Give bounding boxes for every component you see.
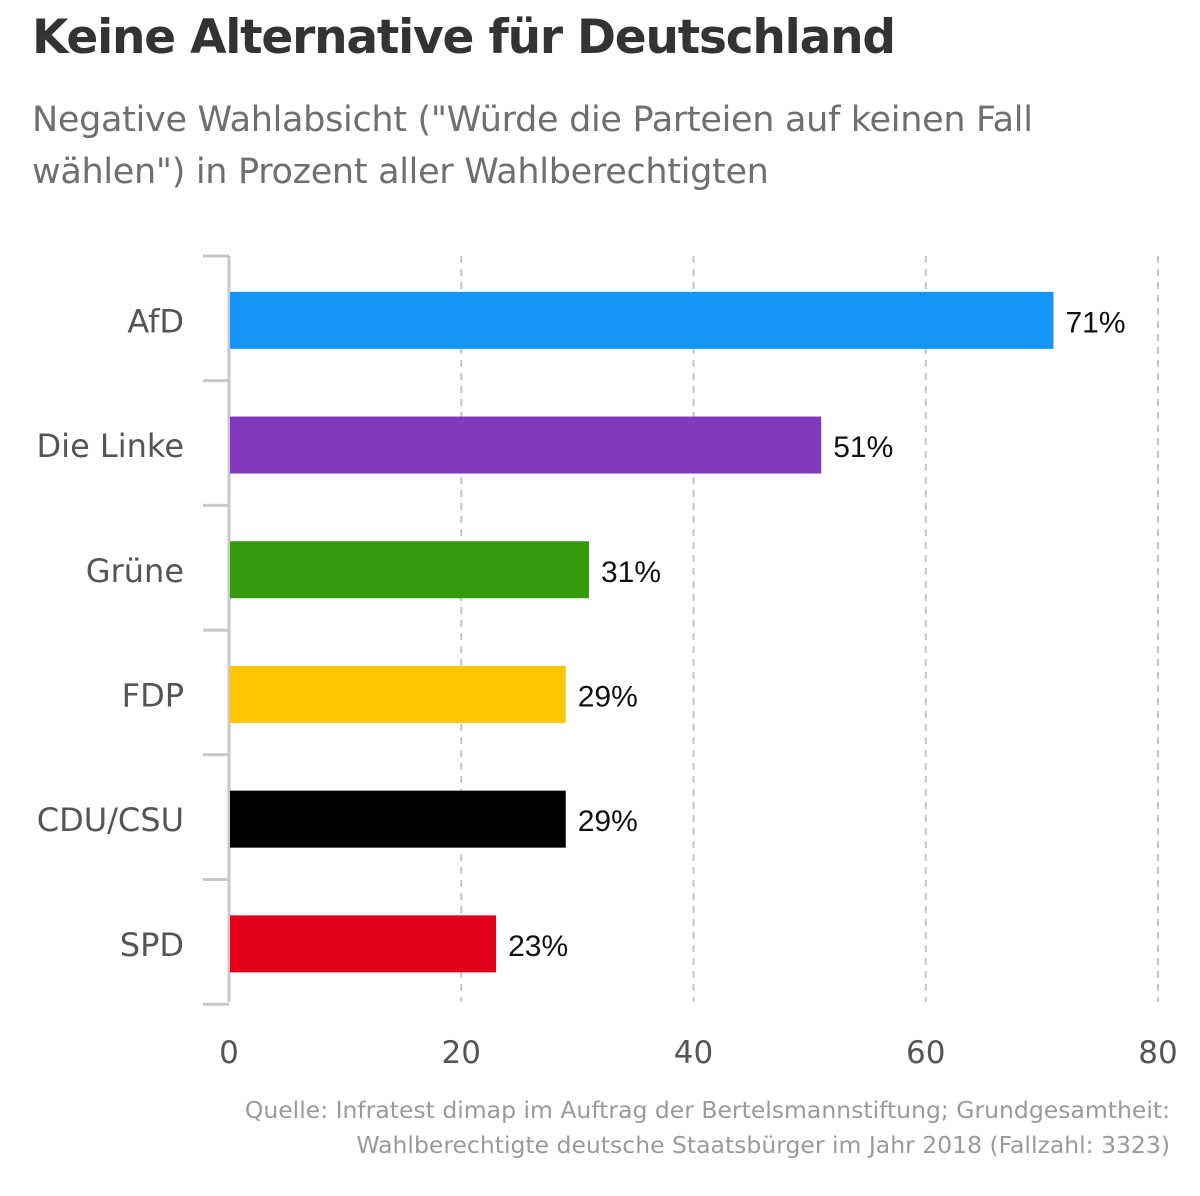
- bar-chart: AfD 71% Die Linke 51% Grüne 31% FDP 29% CDU/CSU 2…: [37, 254, 1178, 1071]
- category-label: CDU/CSU: [37, 801, 184, 839]
- x-tick-label: 60: [906, 1035, 945, 1071]
- x-tick-label: 20: [442, 1035, 481, 1071]
- bar-gr-ne: [230, 541, 589, 599]
- category-label: FDP: [122, 676, 184, 714]
- source-line-1: Quelle: Infratest dimap im Auftrag der B…: [244, 1096, 1170, 1124]
- data-label: 71%: [1065, 306, 1125, 339]
- x-tick-label: 80: [1138, 1035, 1177, 1071]
- bar-die-linke: [230, 416, 822, 474]
- chart-subtitle: Negative Wahlabsicht ("Würde die Parteie…: [32, 100, 1033, 192]
- data-label: 51%: [833, 431, 893, 464]
- bar-spd: [230, 915, 497, 973]
- x-tick-label: 40: [674, 1035, 713, 1071]
- x-tick-label: 0: [219, 1035, 239, 1071]
- data-label: 23%: [508, 930, 568, 963]
- data-label: 29%: [578, 805, 638, 838]
- source-line-2: Wahlberechtigte deutsche Staatsbürger im…: [356, 1131, 1170, 1159]
- chart-title: Keine Alternative für Deutschland: [32, 10, 896, 65]
- bar-fdp: [230, 665, 566, 723]
- category-label: SPD: [120, 926, 184, 964]
- data-label: 29%: [578, 680, 638, 713]
- category-label: Grüne: [86, 552, 184, 590]
- source-note: Quelle: Infratest dimap im Auftrag der B…: [20, 1093, 1170, 1163]
- bar-cdu-csu: [230, 790, 566, 848]
- data-label: 31%: [601, 556, 661, 589]
- bar-afd: [230, 291, 1054, 349]
- category-label: AfD: [127, 302, 184, 340]
- category-label: Die Linke: [37, 427, 184, 465]
